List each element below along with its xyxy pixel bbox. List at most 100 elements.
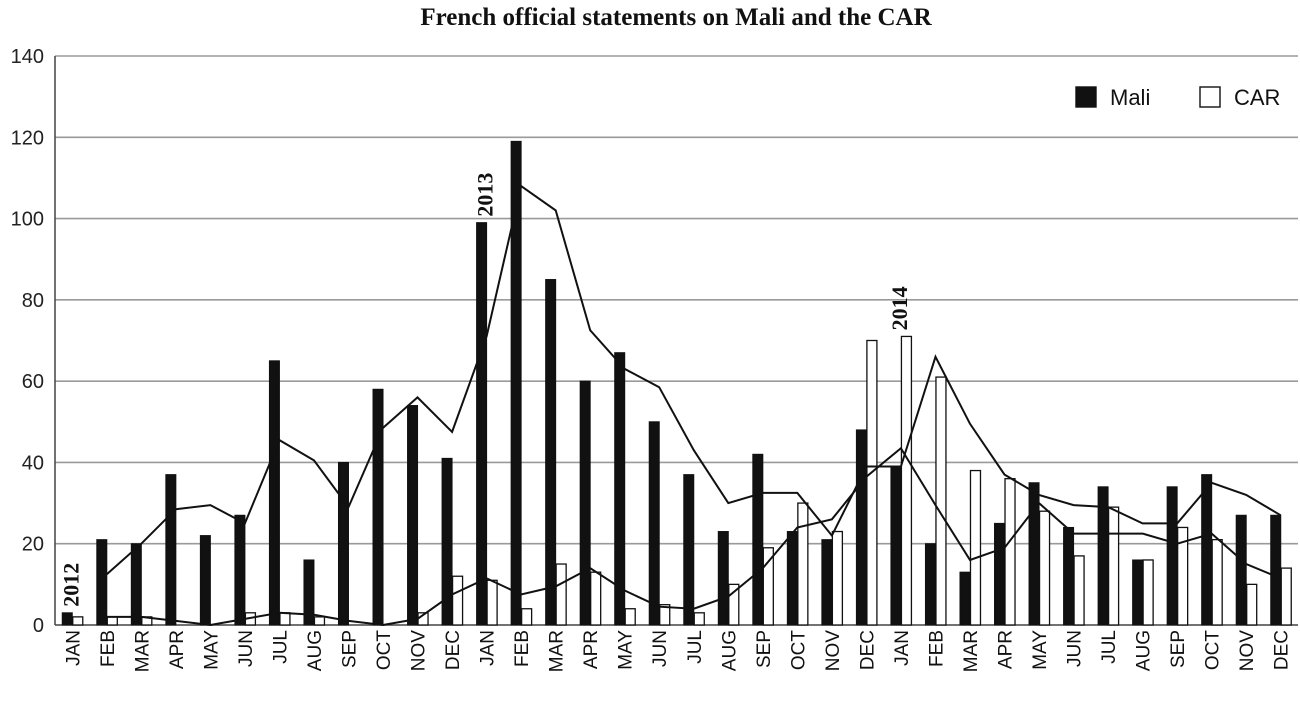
x-tick-label: JUL	[685, 630, 706, 664]
y-tick-label: 0	[33, 615, 44, 637]
car-bar	[313, 616, 326, 626]
x-tick-label: MAY	[1030, 630, 1051, 670]
x-tick-label: DEC	[443, 630, 464, 670]
x-tick-label: NOV	[409, 630, 430, 672]
mali-bar	[821, 539, 833, 626]
bars	[61, 140, 1292, 626]
car-bar	[72, 616, 84, 626]
y-tick-label: 80	[22, 290, 44, 312]
mali-legend-swatch	[1075, 86, 1097, 108]
axis-labels: 0 20 40 60 80 100 120 140 JAN FEB MAR APR MAY JUN JUL A…	[11, 46, 1293, 672]
car-bar	[1280, 567, 1292, 626]
mali-bar	[1270, 514, 1282, 626]
legend: Mali CAR	[1075, 85, 1280, 110]
mali-bar	[1132, 559, 1144, 626]
mali-bar	[717, 531, 729, 626]
x-tick-label: AUG	[305, 630, 326, 671]
x-tick-label: JUN	[650, 630, 671, 667]
car-legend-label: CAR	[1234, 85, 1280, 110]
mali-bar	[1063, 526, 1075, 626]
x-tick-label: SEP	[754, 630, 775, 668]
trend-lines	[106, 184, 1282, 627]
car-bar	[935, 376, 947, 626]
mali-bar	[441, 457, 453, 626]
car-bar	[1107, 506, 1120, 626]
car-bar	[1038, 510, 1051, 626]
car-bar	[1246, 583, 1258, 626]
y-tick-label: 40	[22, 452, 44, 474]
mali-bar	[303, 559, 315, 626]
car-bar	[106, 616, 118, 626]
x-tick-label: APR	[167, 630, 188, 669]
y-tick-label: 120	[11, 127, 44, 149]
mali-bar	[890, 465, 902, 626]
x-tick-label: FEB	[512, 630, 533, 667]
x-tick-label: MAY	[201, 630, 222, 670]
x-tick-label: AUG	[1134, 630, 1155, 671]
car-trend-line	[106, 446, 1282, 627]
car-bar	[659, 604, 671, 626]
mali-bar	[1201, 474, 1213, 626]
car-bar	[969, 469, 982, 626]
mali-bar	[199, 535, 211, 626]
mali-bar	[614, 352, 626, 626]
mali-bar	[268, 360, 280, 626]
x-tick-label: JUN	[236, 630, 257, 667]
car-bar	[555, 563, 567, 626]
year-label: 2014	[887, 286, 912, 330]
car-bar	[1177, 526, 1189, 626]
car-bar	[451, 575, 464, 626]
car-bar	[590, 571, 602, 626]
mali-bar	[855, 429, 867, 626]
mali-bar	[337, 461, 349, 626]
mali-bar	[130, 543, 142, 626]
mali-bar	[407, 405, 419, 626]
mali-bar	[683, 474, 695, 626]
x-tick-label: NOV	[823, 630, 844, 672]
y-tick-label: 20	[22, 534, 44, 556]
x-tick-label: SEP	[340, 630, 361, 668]
x-tick-label: OCT	[374, 630, 395, 671]
x-tick-label: NOV	[1237, 630, 1258, 672]
x-tick-label: AUG	[719, 630, 740, 671]
mali-bar	[372, 388, 384, 626]
car-bar	[866, 339, 878, 626]
mali-bar	[924, 543, 936, 626]
year-label: 2012	[58, 563, 83, 607]
car-bar	[1211, 539, 1223, 626]
x-tick-label: MAR	[961, 630, 982, 672]
x-tick-label: APR	[996, 630, 1017, 669]
mali-bar	[165, 474, 177, 626]
car-bar	[728, 583, 740, 626]
x-tick-label: JAN	[478, 630, 499, 666]
car-bar	[831, 530, 844, 626]
mali-bar	[234, 514, 246, 626]
mali-bar	[61, 612, 73, 626]
car-bar	[279, 612, 291, 626]
x-tick-label: SEP	[1168, 630, 1189, 668]
mali-bar	[752, 453, 764, 626]
mali-bar	[1235, 514, 1247, 626]
mali-bar	[786, 531, 798, 626]
chart-title: French official statements on Mali and t…	[420, 4, 932, 31]
x-tick-label: OCT	[788, 630, 809, 671]
y-tick-label: 140	[11, 46, 44, 68]
mali-bar	[96, 539, 108, 626]
x-tick-label: JUL	[1099, 630, 1120, 664]
y-tick-label: 60	[22, 371, 44, 393]
x-tick-label: OCT	[1203, 630, 1224, 671]
car-bar	[1073, 555, 1085, 626]
x-tick-label: JUL	[270, 630, 291, 664]
car-bar	[900, 335, 913, 626]
axes	[54, 56, 1298, 626]
mali-trend-line	[106, 184, 1282, 575]
year-label: 2013	[473, 173, 498, 217]
x-tick-label: MAR	[547, 630, 568, 672]
car-bar	[693, 612, 705, 626]
car-bar	[1004, 478, 1016, 626]
x-tick-label: DEC	[1272, 630, 1293, 670]
mali-bar	[994, 522, 1006, 626]
y-tick-label: 100	[11, 209, 44, 231]
x-tick-label: MAR	[132, 630, 153, 672]
